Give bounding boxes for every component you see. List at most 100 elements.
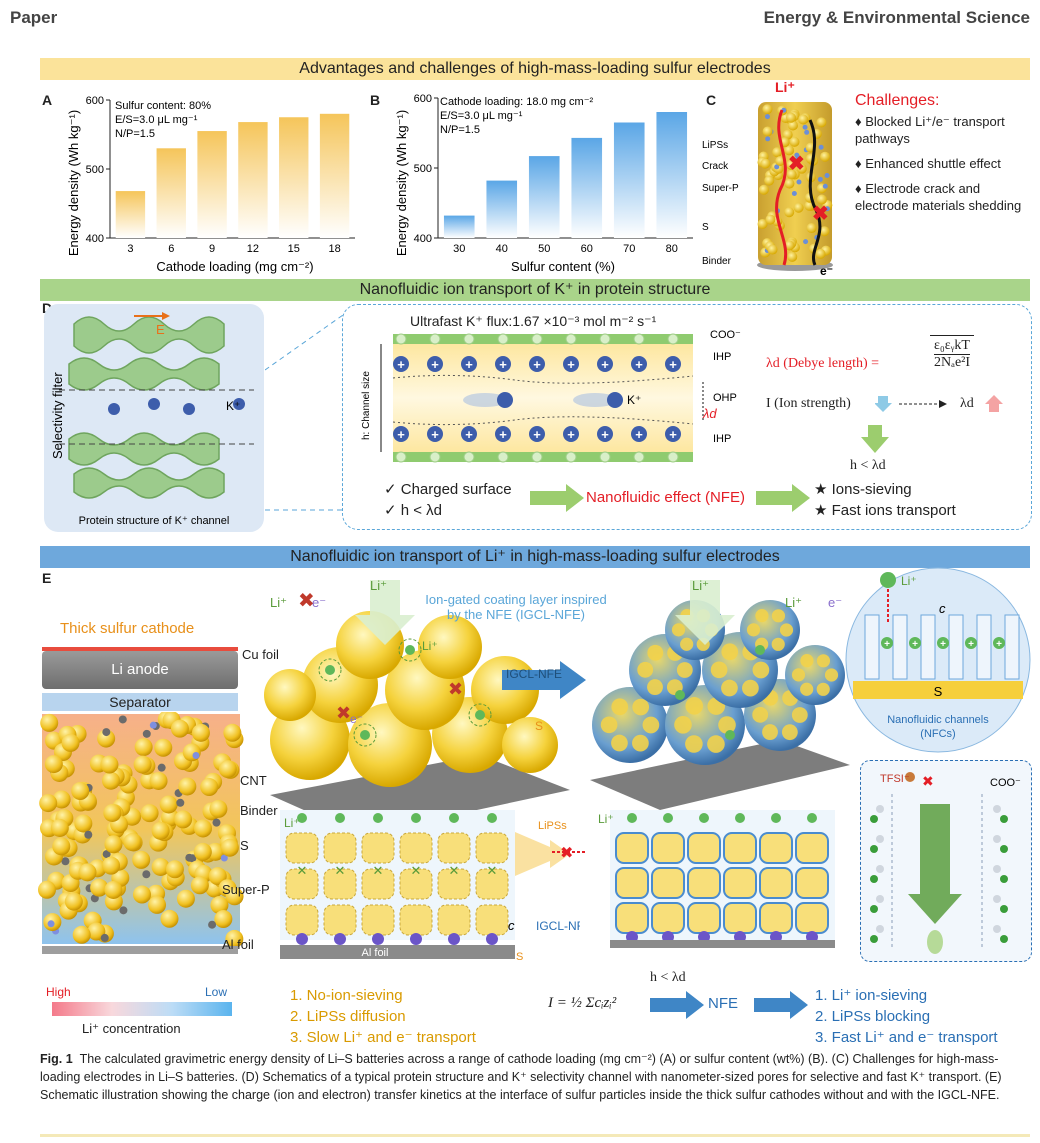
plus-sign: +	[431, 357, 439, 372]
sulfur-particle	[154, 738, 173, 757]
surface-charge	[463, 451, 475, 463]
igcl-title-line-2: by the NFE (IGCL-NFE)	[447, 607, 585, 622]
coated-block	[795, 867, 829, 899]
li-ion	[373, 813, 383, 823]
up-arrow-pink	[985, 395, 1003, 412]
helix-bottom	[73, 467, 225, 499]
sulfur-patch	[791, 668, 806, 682]
li-ion	[335, 813, 345, 823]
sulfur-patch	[718, 716, 736, 734]
coo-group	[993, 835, 1001, 843]
nfc-circle	[845, 567, 1031, 753]
li-ion	[771, 813, 781, 823]
li-path	[775, 109, 788, 266]
sulfur-particle	[176, 889, 195, 908]
li-ion	[487, 813, 497, 823]
sulfur-patch	[721, 643, 739, 661]
sulfur-patch	[685, 735, 703, 753]
sulfur-particle	[757, 218, 768, 229]
chart-a: Energy density (Wh kg⁻¹) Sulfur content:…	[66, 95, 355, 274]
sulfur-particle	[90, 878, 109, 897]
list-without-2: 2. LiPSs diffusion	[290, 1008, 406, 1025]
li-ion	[870, 935, 878, 943]
wall-bottom	[393, 452, 693, 462]
counter-ion	[631, 356, 647, 372]
li-ion	[325, 665, 335, 675]
chart-b-note-3: N/P=1.5	[440, 124, 480, 136]
coated-block	[795, 832, 829, 864]
x-tick-label: 9	[209, 243, 215, 255]
li-ion	[937, 637, 949, 649]
sulfur-particle	[71, 782, 90, 801]
coo-group	[993, 925, 1001, 933]
li-ion	[360, 730, 370, 740]
sulfur-particle	[133, 755, 152, 774]
helix-upper	[68, 357, 220, 391]
sulfur-particle	[784, 207, 795, 218]
low-label: Low	[205, 985, 228, 999]
band-bottom: Nanofluidic ion transport of Li⁺ in high…	[40, 546, 1030, 568]
sulfur-particle	[208, 867, 227, 886]
nfc-c-label: c	[939, 601, 946, 616]
sulfur-particle	[767, 244, 778, 255]
superp-dot	[796, 179, 802, 185]
tfsi-block-mark: ✖	[922, 773, 934, 789]
sulfur-particle	[214, 910, 233, 929]
coated-block	[795, 902, 829, 934]
sulfur-particle	[819, 226, 830, 237]
sulfur-particle	[760, 158, 771, 169]
sulfur-particle	[50, 818, 69, 837]
sulfur-particle	[72, 925, 91, 944]
panel-label-e: E	[42, 570, 52, 586]
sulfur-particle	[220, 838, 239, 857]
block-mark-1: ✖	[788, 153, 805, 175]
li-ion	[1000, 905, 1008, 913]
sulfur-particle	[170, 719, 189, 738]
coated-block	[615, 832, 649, 864]
sulfur-particle	[165, 860, 184, 879]
challenges-title: Challenges:	[855, 92, 940, 109]
sulfur-block	[323, 832, 357, 864]
protein-caption: Protein structure of K⁺ channel	[79, 515, 230, 527]
panel-c-crack: Crack	[702, 161, 729, 172]
nfe-e-label: NFE	[708, 995, 738, 1012]
chart-a-ylabel: Energy density (Wh kg⁻¹)	[66, 110, 81, 256]
li-ion	[449, 813, 459, 823]
y-tick-label: 600	[414, 93, 432, 105]
counter-ion	[495, 356, 511, 372]
sulfur-particle	[40, 713, 59, 732]
counter-ion	[665, 356, 681, 372]
c-label: c	[508, 918, 515, 933]
counter-ion	[597, 356, 613, 372]
k-ion-4	[233, 398, 245, 410]
li-label-coated-right: Li⁺	[785, 595, 802, 610]
li-halo	[318, 658, 342, 682]
counter-ion	[529, 426, 545, 442]
sulfur-particle	[786, 159, 797, 170]
sulfur-block	[475, 832, 509, 864]
condition-label: h < λd	[850, 458, 886, 473]
y-tick-label: 600	[86, 95, 104, 107]
sulfur-particle	[132, 885, 151, 904]
superp-particle	[84, 830, 93, 839]
panel-c-li: Li⁺	[775, 80, 795, 95]
panel-c-e: e⁻	[820, 264, 833, 278]
ihp-label-bottom: IHP	[713, 433, 731, 445]
sulfur-particle	[784, 240, 795, 251]
blocked-mark: ✕	[373, 863, 384, 878]
li-ion	[870, 845, 878, 853]
coated-block	[723, 832, 757, 864]
counter-ion	[427, 426, 443, 442]
al-foil-strip-left	[280, 945, 515, 959]
sulfur-patch	[600, 716, 618, 734]
coo-group	[876, 835, 884, 843]
sulfur-patch	[647, 644, 664, 661]
sulfur-particle	[151, 821, 170, 840]
sulfur-block	[437, 868, 471, 900]
list-with-1: 1. Li⁺ ion-sieving	[815, 987, 928, 1004]
electron	[410, 933, 422, 945]
surface-charge	[497, 451, 509, 463]
thick-cathode-svg	[37, 712, 244, 948]
chart-a-xlabel: Cathode loading (mg cm⁻²)	[156, 259, 313, 274]
x-tick-label: 18	[328, 243, 340, 255]
